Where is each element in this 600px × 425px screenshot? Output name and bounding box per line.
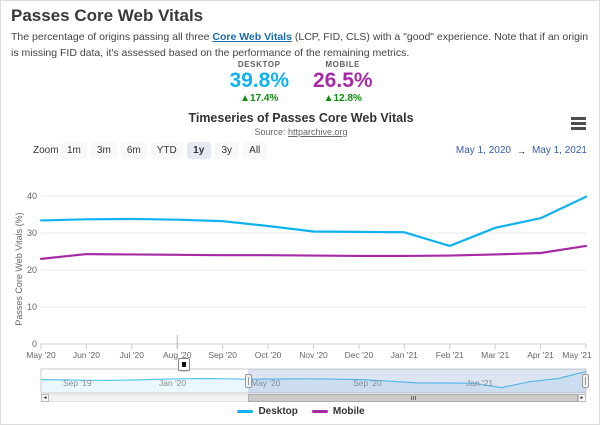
legend-line-swatch <box>237 410 254 413</box>
navigator-left-handle[interactable] <box>245 374 252 388</box>
x-tick-label: Nov '20 <box>299 350 328 360</box>
date-from-input[interactable]: May 1, 2020 <box>455 145 511 156</box>
hamburger-menu-icon <box>570 116 586 120</box>
stat-mobile-label: MOBILE <box>325 60 361 69</box>
x-tick-label: Jun '20 <box>72 350 100 360</box>
scrollbar-left-arrow[interactable]: ◄ <box>41 394 49 402</box>
y-tick-label: 20 <box>26 265 37 275</box>
navigator-tick-label: Jan '20 <box>159 378 187 388</box>
x-tick-label: Oct '20 <box>254 350 282 360</box>
legend-item-mobile[interactable]: Mobile <box>311 406 365 417</box>
navigator-tick-label: Jan '21 <box>466 378 494 388</box>
chart-legend: Desktop Mobile <box>1 406 599 417</box>
stat-mobile-change: ▲12.8% <box>323 93 362 105</box>
x-tick-label: Aug '20 <box>162 350 192 360</box>
axis-marker-box <box>178 358 190 371</box>
chart-context-menu-button[interactable] <box>565 113 591 133</box>
x-tick-label: Feb '21 <box>435 350 464 360</box>
x-tick-label: Jan '21 <box>390 350 418 360</box>
range-date-inputs: May 1, 2020 → May 1, 2021 <box>456 145 587 156</box>
date-to-input[interactable]: May 1, 2021 <box>531 145 587 156</box>
range-button-group: 1m 3m 6m YTD 1y 3y All <box>61 142 267 159</box>
x-tick-label: Dec '20 <box>344 350 374 360</box>
stat-mobile: MOBILE 26.5% ▲12.8% <box>313 60 373 104</box>
navigator-tick-label: Sep '19 <box>63 378 92 388</box>
left-arrow-icon: ◄ <box>42 395 48 401</box>
range-button-3m[interactable]: 3m <box>90 142 117 159</box>
scrollbar-right-arrow[interactable]: ► <box>578 394 586 402</box>
summary-stats: DESKTOP 39.8% ▲17.4% MOBILE 26.5% ▲12.8% <box>1 60 599 104</box>
range-arrow-icon: → <box>516 145 526 156</box>
navigator-selected-range[interactable] <box>248 369 586 393</box>
range-button-3y[interactable]: 3y <box>214 142 239 159</box>
range-button-1y[interactable]: 1y <box>186 142 211 159</box>
stat-desktop-label: DESKTOP <box>237 60 281 69</box>
y-tick-label: 40 <box>26 191 37 201</box>
y-axis-title: Passes Core Web Vitals (%) <box>14 212 24 326</box>
x-tick-label: Mar '21 <box>481 350 510 360</box>
x-tick-label: Apr '21 <box>527 350 554 360</box>
description-text-suffix: (LCP, FID, CLS) with a "good" experience… <box>11 31 589 59</box>
stat-desktop-change: ▲17.4% <box>240 93 279 105</box>
chart-subtitle: Source: httparchive.org <box>254 127 348 137</box>
hamburger-menu-icon <box>570 126 586 130</box>
legend-item-label: Mobile <box>332 406 365 417</box>
y-tick-label: 30 <box>26 228 37 238</box>
stat-desktop: DESKTOP 39.8% ▲17.4% <box>229 60 289 104</box>
page-title: Passes Core Web Vitals <box>11 6 204 25</box>
description-text: The percentage of origins passing all th… <box>11 31 213 43</box>
up-triangle-icon: ▲ <box>323 93 334 105</box>
x-tick-label: Jul '20 <box>119 350 144 360</box>
stat-desktop-value: 39.8% <box>229 69 289 92</box>
core-web-vitals-link[interactable]: Core Web Vitals <box>212 31 292 43</box>
legend-item-label: Desktop <box>258 406 298 417</box>
navigator-right-handle[interactable] <box>582 374 589 388</box>
hamburger-menu-icon <box>570 121 586 125</box>
x-tick-label: Sep '20 <box>208 350 237 360</box>
range-button-ytd[interactable]: YTD <box>150 142 183 159</box>
legend-item-desktop[interactable]: Desktop <box>237 406 298 417</box>
navigator-tick-label: Sep '20 <box>353 378 382 388</box>
legend-line-swatch <box>311 410 328 413</box>
scrollbar-thumb[interactable] <box>248 394 578 402</box>
range-button-6m[interactable]: 6m <box>120 142 147 159</box>
x-tick-label: May '20 <box>26 350 56 360</box>
y-tick-label: 10 <box>26 302 37 312</box>
right-arrow-icon: ► <box>579 395 585 401</box>
navigator-tick-label: May '20 <box>251 378 281 388</box>
stat-mobile-value: 26.5% <box>313 69 373 92</box>
plot-area[interactable] <box>41 186 586 344</box>
range-button-1m[interactable]: 1m <box>61 142 87 159</box>
zoom-label: Zoom <box>33 145 59 156</box>
source-link[interactable]: httparchive.org <box>287 127 348 137</box>
range-button-all[interactable]: All <box>242 142 267 159</box>
chart-title: Timeseries of Passes Core Web Vitals <box>188 111 414 125</box>
page-description: The percentage of origins passing all th… <box>11 30 597 62</box>
x-tick-label: May '21 <box>562 350 592 360</box>
up-triangle-icon: ▲ <box>240 93 250 105</box>
y-tick-label: 0 <box>31 339 37 349</box>
